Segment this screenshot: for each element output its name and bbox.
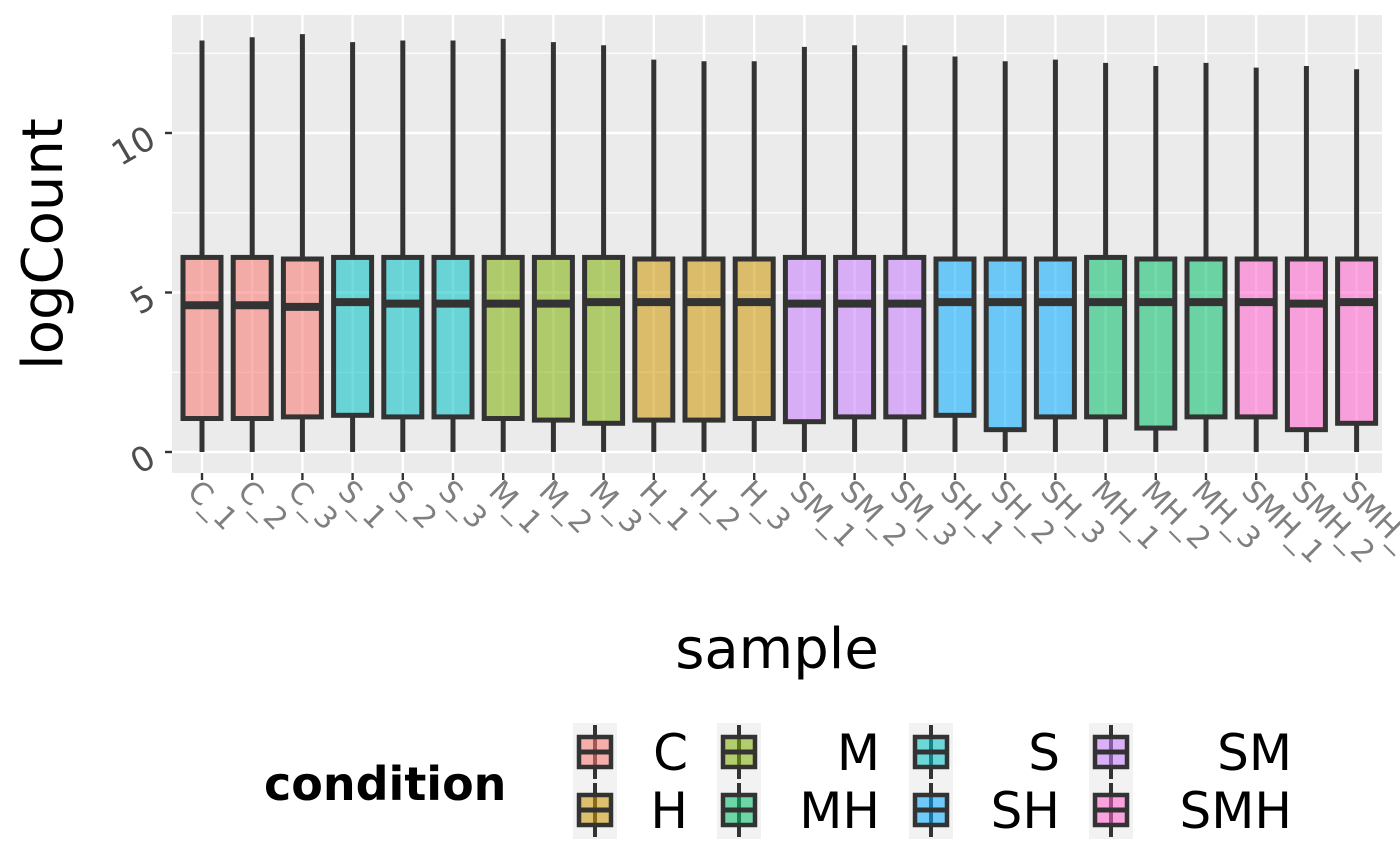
box-SM_3 xyxy=(883,45,927,452)
x-tick-label: S_3 xyxy=(431,474,493,536)
box-MH_1 xyxy=(1084,62,1128,452)
x-tick-label: S_2 xyxy=(381,474,443,536)
legend-label: M xyxy=(837,724,880,782)
box-body xyxy=(682,256,726,423)
box-body xyxy=(933,256,977,418)
x-tick-label: M_1 xyxy=(482,474,549,541)
x-tick-label: H_2 xyxy=(682,474,747,539)
y-axis-title: logCount xyxy=(11,118,76,370)
box-body xyxy=(230,254,274,422)
y-tick-label: 0 xyxy=(124,437,163,482)
legend-item-SMH: SMH xyxy=(1089,781,1292,840)
box-SH_3 xyxy=(1033,59,1077,452)
x-axis: C_1C_2C_3S_1S_2S_3M_1M_2M_3H_1H_2H_3SM_1… xyxy=(180,473,1400,570)
legend-label: H xyxy=(650,782,688,840)
box-body xyxy=(883,254,927,420)
box-SMH_1 xyxy=(1234,67,1278,452)
x-axis-title: sample xyxy=(675,617,879,682)
x-tick-label: H_1 xyxy=(632,474,697,539)
box-M_3 xyxy=(582,45,626,452)
box-C_2 xyxy=(230,37,274,452)
y-tick-label: 5 xyxy=(124,278,163,323)
legend-label: SH xyxy=(991,782,1060,840)
box-body xyxy=(1134,256,1178,431)
box-SMH_2 xyxy=(1284,66,1328,452)
box-SH_2 xyxy=(983,61,1027,452)
y-tick-label: 10 xyxy=(105,118,162,174)
box-body xyxy=(582,254,626,426)
y-axis: 0 5 10 xyxy=(105,118,172,483)
box-C_1 xyxy=(180,40,224,452)
box-body xyxy=(531,254,575,423)
legend-item-MH: MH xyxy=(717,781,880,840)
box-SMH_3 xyxy=(1335,69,1379,452)
box-H_1 xyxy=(632,59,676,452)
box-body xyxy=(1234,256,1278,420)
x-tick-label: H_3 xyxy=(733,474,798,539)
box-S_2 xyxy=(381,40,425,452)
x-tick-label: M_3 xyxy=(582,474,649,541)
legend-item-S: S xyxy=(909,723,1060,782)
box-MH_3 xyxy=(1184,62,1228,452)
box-S_3 xyxy=(431,40,475,452)
legend-label: SM xyxy=(1217,724,1292,782)
box-body xyxy=(331,254,375,418)
box-body xyxy=(180,254,224,422)
x-tick-label: C_1 xyxy=(180,474,244,538)
legend-label: C xyxy=(653,724,688,782)
box-body xyxy=(481,254,525,422)
legend-item-H: H xyxy=(573,781,688,840)
x-tick-label: S_1 xyxy=(331,474,393,536)
box-SH_1 xyxy=(933,56,977,452)
x-tick-label: M_2 xyxy=(532,474,599,541)
legend-label: MH xyxy=(799,782,880,840)
box-H_2 xyxy=(682,61,726,452)
x-tick-label: C_2 xyxy=(231,474,295,538)
box-C_3 xyxy=(280,34,324,452)
box-body xyxy=(1184,256,1228,420)
box-body xyxy=(833,254,877,420)
box-body xyxy=(983,256,1027,433)
box-MH_2 xyxy=(1134,66,1178,452)
box-SM_1 xyxy=(782,46,826,452)
box-body xyxy=(1335,256,1379,426)
box-M_1 xyxy=(481,38,525,452)
box-body xyxy=(1033,256,1077,420)
legend-item-SM: SM xyxy=(1089,723,1292,782)
box-body xyxy=(732,256,776,422)
legend-item-M: M xyxy=(717,723,880,782)
box-M_2 xyxy=(531,42,575,452)
legend-item-C: C xyxy=(573,723,688,782)
legend-label: SMH xyxy=(1180,782,1292,840)
legend-label: S xyxy=(1028,724,1060,782)
box-H_3 xyxy=(732,61,776,452)
box-series xyxy=(180,34,1379,452)
box-body xyxy=(1084,254,1128,420)
box-body xyxy=(431,254,475,420)
box-body xyxy=(782,254,826,425)
box-body xyxy=(280,256,324,420)
legend-title: condition xyxy=(264,757,506,811)
box-SM_2 xyxy=(833,45,877,452)
box-body xyxy=(381,254,425,420)
x-tick-label: C_3 xyxy=(281,474,345,538)
box-body xyxy=(632,256,676,423)
legend-item-SH: SH xyxy=(909,781,1060,840)
box-body xyxy=(1284,256,1328,433)
box-S_1 xyxy=(331,42,375,452)
